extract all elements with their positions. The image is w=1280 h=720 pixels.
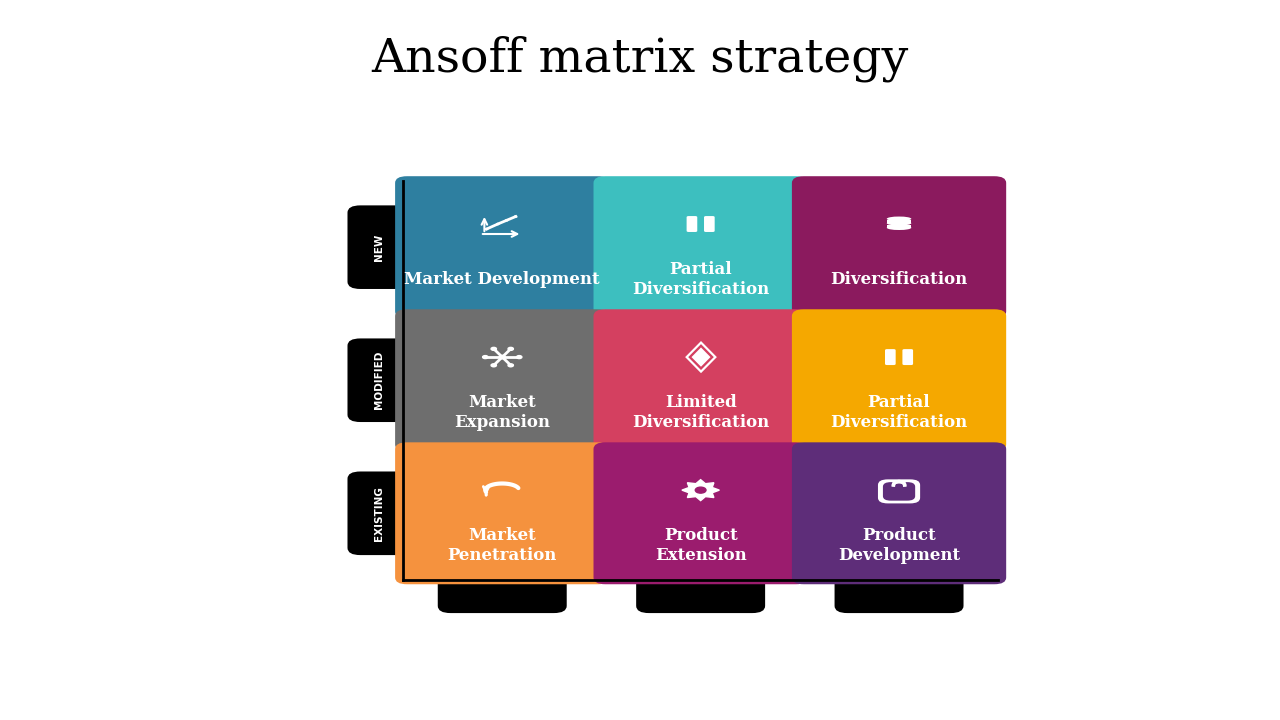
Text: Partial
Diversification: Partial Diversification [632,261,769,297]
FancyBboxPatch shape [884,349,896,365]
FancyBboxPatch shape [396,310,609,451]
Text: Partial
Diversification: Partial Diversification [831,394,968,431]
Text: Market Development: Market Development [404,271,600,288]
Text: NEW: NEW [886,589,913,599]
Circle shape [508,347,513,351]
Text: Product
Development: Product Development [838,527,960,564]
Text: MODIFIED: MODIFIED [672,589,730,599]
Circle shape [499,356,506,359]
Text: NEW: NEW [374,233,384,261]
Text: Diversification: Diversification [831,271,968,288]
Circle shape [497,223,499,225]
Text: EXISTING: EXISTING [374,486,384,541]
FancyBboxPatch shape [878,480,920,503]
FancyBboxPatch shape [347,338,411,422]
Circle shape [517,356,522,359]
Polygon shape [682,480,719,500]
Circle shape [492,347,497,351]
FancyBboxPatch shape [594,442,808,584]
FancyBboxPatch shape [883,482,915,500]
Circle shape [485,228,488,230]
Text: Market
Expansion: Market Expansion [454,394,550,431]
FancyBboxPatch shape [835,575,964,613]
Text: EXISTING: EXISTING [475,589,530,599]
FancyBboxPatch shape [792,176,1006,318]
FancyBboxPatch shape [594,310,808,451]
Text: Product
Extension: Product Extension [655,527,746,564]
Circle shape [695,487,707,493]
Text: ◈: ◈ [685,336,717,378]
FancyBboxPatch shape [347,205,411,289]
FancyBboxPatch shape [347,472,411,555]
Circle shape [492,364,497,366]
Circle shape [515,216,517,217]
FancyBboxPatch shape [594,176,808,318]
FancyBboxPatch shape [636,575,765,613]
FancyBboxPatch shape [704,216,714,232]
FancyBboxPatch shape [396,176,609,318]
FancyBboxPatch shape [792,442,1006,584]
Circle shape [508,364,513,366]
FancyBboxPatch shape [887,220,911,223]
FancyBboxPatch shape [887,225,911,228]
Ellipse shape [887,225,911,230]
FancyBboxPatch shape [438,575,567,613]
Circle shape [506,220,508,221]
Circle shape [483,356,488,359]
Text: Ansoff matrix strategy: Ansoff matrix strategy [371,36,909,83]
FancyBboxPatch shape [686,216,698,232]
Ellipse shape [887,217,911,221]
FancyBboxPatch shape [902,349,913,365]
Text: MODIFIED: MODIFIED [374,351,384,410]
FancyBboxPatch shape [792,310,1006,451]
FancyBboxPatch shape [396,442,609,584]
Text: Limited
Diversification: Limited Diversification [632,394,769,431]
Text: Market
Penetration: Market Penetration [448,527,557,564]
Ellipse shape [887,221,911,225]
